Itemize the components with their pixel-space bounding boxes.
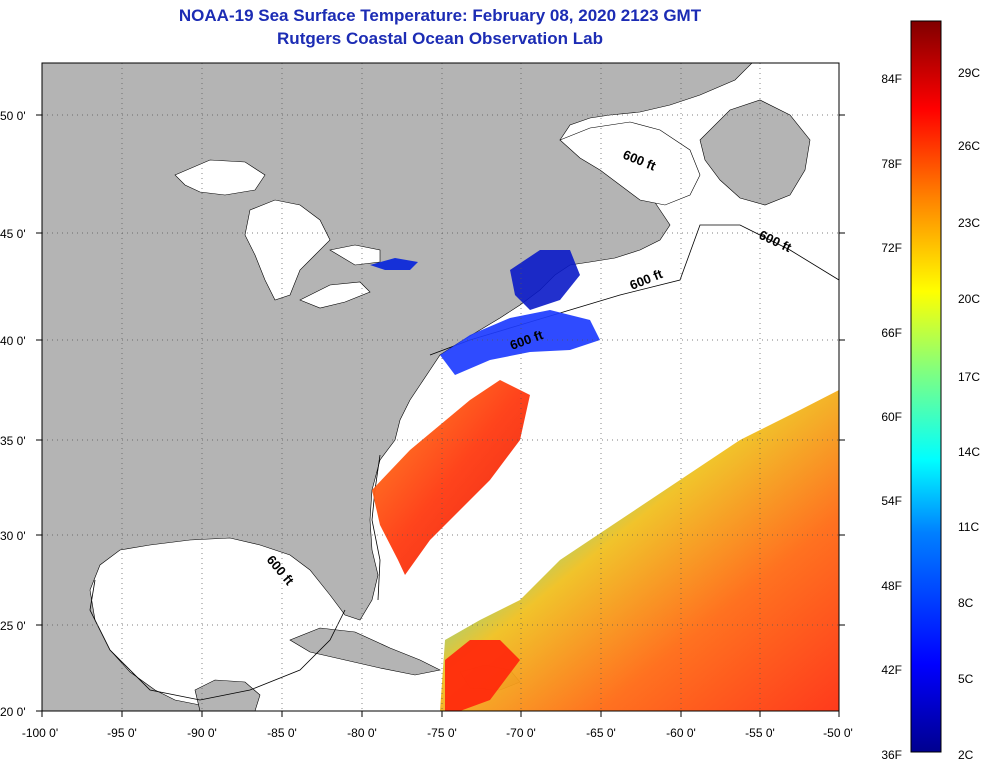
depth-contour-600ft bbox=[89, 579, 346, 701]
lat-tick-label: 45 0' bbox=[0, 227, 26, 241]
lat-tick-label: 30 0' bbox=[0, 529, 26, 543]
colorbar-f-label: 60F bbox=[881, 410, 902, 424]
colorbar-c-label: 11C bbox=[958, 520, 980, 534]
colorbar-f-label: 66F bbox=[881, 326, 902, 340]
lat-tick-label: 20 0' bbox=[0, 705, 26, 719]
sst-lake-ontario-cold bbox=[370, 258, 418, 270]
sst-swath-warm bbox=[372, 380, 530, 575]
colorbar-f-label: 36F bbox=[881, 748, 902, 762]
graticule bbox=[42, 63, 839, 711]
lon-tick-label: -80 0' bbox=[347, 726, 377, 740]
colorbar-f-label: 48F bbox=[881, 579, 902, 593]
colorbar-f-label: 84F bbox=[881, 72, 902, 86]
cuba-land bbox=[289, 627, 441, 676]
colorbar bbox=[910, 20, 942, 753]
sst-swath-cold-nearshore bbox=[510, 250, 580, 310]
colorbar-c-label: 2C bbox=[958, 748, 974, 762]
colorbar-c-label: 8C bbox=[958, 596, 974, 610]
newfoundland-land bbox=[699, 99, 811, 206]
lat-tick-label: 25 0' bbox=[0, 619, 26, 633]
lat-tick-label: 50 0' bbox=[0, 109, 26, 123]
lon-tick-label: -70 0' bbox=[506, 726, 536, 740]
sst-swath-south bbox=[445, 640, 520, 711]
lon-tick-label: -60 0' bbox=[666, 726, 696, 740]
lon-tick-label: -65 0' bbox=[586, 726, 616, 740]
lat-tick-label: 40 0' bbox=[0, 334, 26, 348]
lon-tick-label: -100 0' bbox=[22, 726, 58, 740]
colorbar-c-label: 23C bbox=[958, 216, 981, 230]
axis-ticks bbox=[36, 114, 845, 717]
lon-tick-label: -55 0' bbox=[745, 726, 775, 740]
colorbar-c-label: 17C bbox=[958, 370, 981, 384]
colorbar-f-label: 72F bbox=[881, 241, 902, 255]
depth-contour-600ft bbox=[371, 454, 381, 601]
lon-tick-label: -75 0' bbox=[427, 726, 457, 740]
colorbar-c-label: 14C bbox=[958, 445, 981, 459]
yucatan-land bbox=[194, 679, 261, 711]
colorbar-f-label: 54F bbox=[881, 494, 902, 508]
colorbar-f-label: 78F bbox=[881, 157, 902, 171]
lat-tick-label: 35 0' bbox=[0, 434, 26, 448]
lon-tick-label: -85 0' bbox=[267, 726, 297, 740]
map-frame bbox=[41, 62, 840, 712]
colorbar-c-label: 26C bbox=[958, 139, 981, 153]
colorbar-c-label: 20C bbox=[958, 292, 981, 306]
colorbar-c-label: 29C bbox=[958, 66, 981, 80]
map-title: NOAA-19 Sea Surface Temperature: Februar… bbox=[178, 6, 702, 25]
map-subtitle: Rutgers Coastal Ocean Observation Lab bbox=[277, 29, 603, 48]
sst-swath-cold bbox=[440, 310, 600, 375]
sst-swath-atlantic bbox=[440, 390, 839, 711]
lon-tick-label: -95 0' bbox=[107, 726, 137, 740]
great-lakes bbox=[174, 159, 381, 309]
lon-tick-label: -50 0' bbox=[823, 726, 853, 740]
colorbar-c-label: 5C bbox=[958, 672, 974, 686]
gulf-of-st-lawrence bbox=[559, 121, 701, 206]
lon-tick-label: -90 0' bbox=[187, 726, 217, 740]
colorbar-f-label: 42F bbox=[881, 663, 902, 677]
